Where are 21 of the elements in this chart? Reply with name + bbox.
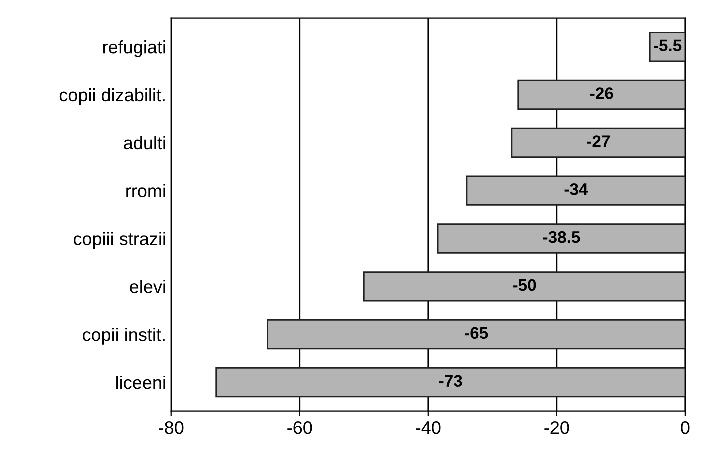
data-label: -5.5 [654, 40, 682, 52]
data-label: -73 [440, 375, 462, 388]
y-tick-label: liceeni [116, 376, 166, 390]
y-tick-label: copii instit. [82, 328, 165, 345]
data-label: -26 [590, 88, 614, 100]
data-label: -27 [587, 136, 610, 148]
x-tick-label: -20 [544, 422, 570, 434]
data-label: -38.5 [543, 231, 580, 244]
data-label: -50 [513, 279, 536, 292]
x-tick-label: 0 [681, 422, 690, 434]
x-tick-label: -40 [416, 422, 441, 434]
y-tick-label: elevi [130, 280, 166, 294]
y-tick-label: rromi [126, 184, 166, 198]
x-tick-label: -60 [288, 422, 312, 434]
data-label: -65 [465, 327, 488, 340]
y-tick-label: copiii strazii [74, 232, 166, 250]
y-tick-label: refugiati [103, 40, 166, 58]
x-tick-label: -80 [159, 422, 184, 434]
y-tick-label: adulti [124, 136, 166, 150]
y-tick-label: copii dizabilit. [60, 88, 165, 106]
data-label: -34 [564, 183, 588, 196]
